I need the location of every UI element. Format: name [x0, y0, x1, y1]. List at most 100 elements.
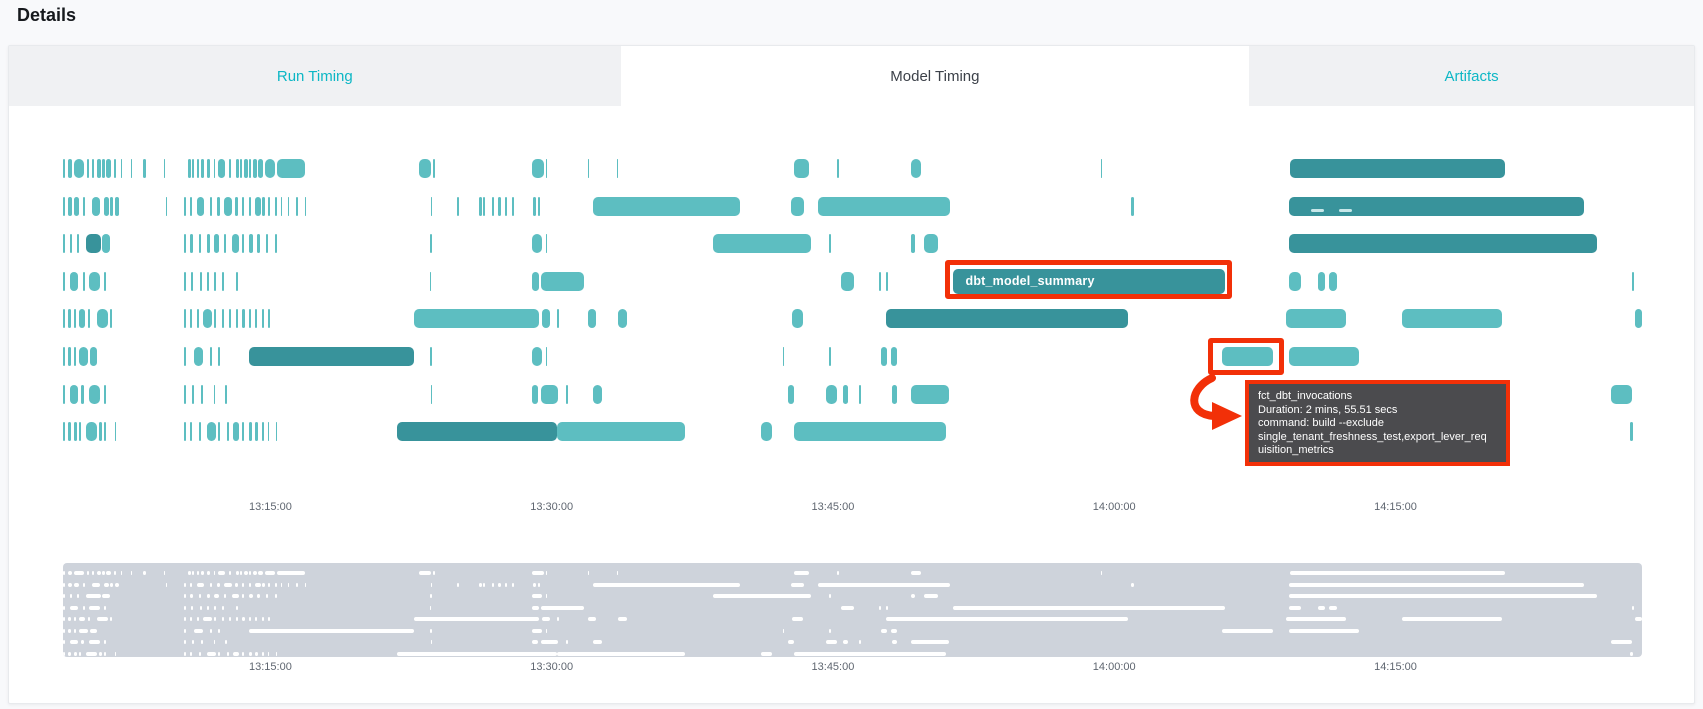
timeline-bar[interactable] [264, 159, 275, 178]
timeline-bar[interactable] [218, 422, 221, 442]
timeline-bar[interactable] [532, 384, 538, 404]
timeline-bar[interactable] [274, 196, 277, 216]
timeline-bar[interactable] [498, 196, 501, 216]
timeline-bar[interactable] [859, 384, 862, 404]
timeline-bar[interactable] [276, 159, 306, 178]
timeline-bar[interactable] [261, 309, 264, 329]
timeline-bar[interactable] [616, 159, 618, 178]
timeline-bar[interactable] [1632, 271, 1635, 291]
timeline-bar[interactable] [817, 196, 951, 216]
timeline-bar[interactable] [73, 196, 80, 216]
timeline-bar[interactable] [213, 271, 217, 291]
timeline-bar[interactable] [1289, 196, 1585, 216]
timeline-bar[interactable] [281, 196, 283, 216]
timeline-bar[interactable] [430, 271, 432, 291]
timeline-bar[interactable] [268, 196, 271, 216]
timeline-bar[interactable] [92, 159, 95, 178]
timeline-bar[interactable] [248, 234, 254, 254]
timeline-bar[interactable] [1610, 384, 1633, 404]
timeline-bar[interactable] [63, 422, 66, 442]
timeline-bar[interactable] [224, 384, 227, 404]
timeline-bar[interactable] [546, 234, 548, 254]
timeline-bar[interactable] [104, 196, 109, 216]
timeline-bar[interactable] [1402, 309, 1502, 329]
timeline-bar[interactable] [194, 347, 204, 366]
timeline-bar[interactable] [255, 196, 261, 216]
timeline-bar[interactable] [213, 159, 216, 178]
timeline-bar[interactable] [207, 159, 210, 178]
timeline-bar[interactable] [190, 422, 193, 442]
timeline-bar[interactable] [73, 309, 77, 329]
timeline-bar[interactable] [143, 159, 146, 178]
timeline-bar[interactable] [86, 159, 90, 178]
timeline-bar[interactable] [430, 347, 433, 366]
timeline-bar[interactable] [90, 347, 97, 366]
timeline-bar[interactable] [218, 159, 225, 178]
timeline-bar[interactable] [1101, 159, 1103, 178]
timeline-bar[interactable] [253, 159, 258, 178]
timeline-bar[interactable] [1130, 196, 1134, 216]
timeline-bar[interactable] [163, 159, 166, 178]
timeline-bar[interactable] [533, 196, 537, 216]
timeline-bar[interactable] [229, 309, 232, 329]
timeline-bar[interactable] [102, 234, 110, 254]
timeline-bar[interactable] [791, 309, 803, 329]
timeline-bar[interactable] [248, 347, 414, 366]
timeline-bar[interactable] [257, 234, 260, 254]
timeline-bar[interactable] [617, 309, 627, 329]
timeline-bar[interactable] [587, 309, 597, 329]
timeline-bar[interactable] [274, 234, 277, 254]
timeline-bar[interactable] [713, 234, 812, 254]
timeline-bar[interactable] [244, 159, 248, 178]
timeline-bar[interactable] [114, 159, 117, 178]
timeline-bar[interactable] [102, 159, 106, 178]
timeline-bar[interactable] [255, 309, 258, 329]
timeline-bar[interactable] [200, 384, 204, 404]
timeline-bar[interactable] [911, 159, 921, 178]
model-timing-gantt[interactable]: dbt_model_summary [63, 159, 1642, 442]
timeline-bar[interactable] [258, 159, 263, 178]
timeline-bar[interactable] [82, 196, 85, 216]
timeline-bar[interactable] [880, 347, 888, 366]
timeline-bar[interactable] [235, 159, 239, 178]
timeline-bar[interactable] [63, 347, 66, 366]
timeline-bar[interactable] [890, 347, 898, 366]
timeline-bar[interactable] [85, 422, 97, 442]
timeline-bar[interactable] [96, 309, 108, 329]
timeline-bar[interactable] [191, 271, 194, 291]
timeline-bar[interactable] [268, 422, 270, 442]
timeline-bar[interactable] [842, 384, 849, 404]
timeline-bar[interactable] [1289, 347, 1359, 366]
timeline-bar[interactable] [546, 159, 548, 178]
timeline-bar[interactable] [275, 422, 277, 442]
timeline-bar[interactable] [886, 271, 889, 291]
timeline-bar[interactable] [413, 309, 539, 329]
timeline-bar[interactable] [1635, 309, 1642, 329]
timeline-bar[interactable] [106, 159, 111, 178]
timeline-bar[interactable] [63, 309, 66, 329]
timeline-bar[interactable] [104, 384, 107, 404]
timeline-bar[interactable] [587, 159, 589, 178]
timeline-bar[interactable] [478, 196, 483, 216]
timeline-bar[interactable] [242, 422, 245, 442]
timeline-bar[interactable] [483, 196, 486, 216]
timeline-bar[interactable] [203, 309, 212, 329]
timeline-bar[interactable] [1221, 347, 1273, 366]
timeline-bar[interactable] [430, 234, 433, 254]
timeline-bar[interactable] [828, 234, 831, 254]
timeline-bar[interactable] [109, 309, 112, 329]
timeline-bar[interactable] [131, 159, 133, 178]
timeline-bar[interactable] [532, 347, 542, 366]
timeline-bar[interactable] [221, 309, 224, 329]
timeline-bar[interactable] [68, 347, 71, 366]
timeline-bar[interactable] [223, 196, 233, 216]
timeline-bar[interactable] [69, 234, 72, 254]
timeline-bar[interactable] [183, 384, 186, 404]
timeline-bar[interactable] [73, 159, 84, 178]
timeline-bar[interactable] [592, 384, 602, 404]
timeline-bar[interactable] [305, 196, 307, 216]
timeline-bar[interactable] [255, 422, 259, 442]
tab-run-timing[interactable]: Run Timing [9, 46, 621, 106]
timeline-bar[interactable] [213, 234, 220, 254]
timeline-bar[interactable] [115, 422, 117, 442]
